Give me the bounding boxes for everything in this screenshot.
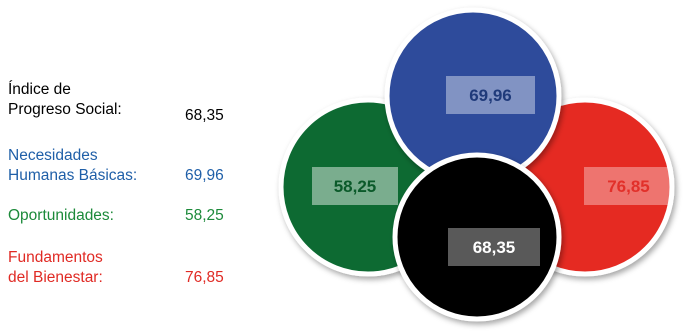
value-label: 76,85 [607, 177, 650, 196]
circle--ndice-de-progreso-social: 68,35 [392, 152, 562, 322]
legend-label-line: Necesidades [8, 147, 98, 164]
legend-label-line: Índice de [8, 81, 71, 98]
value-label: 68,35 [473, 238, 516, 257]
legend-label: Oportunidades: [8, 206, 114, 226]
legend-value: 68,35 [185, 107, 224, 124]
legend-value: 76,85 [185, 269, 224, 286]
legend-value: 69,96 [185, 167, 224, 184]
legend-value: 58,25 [185, 207, 224, 224]
value-box [312, 167, 398, 205]
legend-label: Necesidades Humanas Básicas: [8, 146, 137, 186]
legend-label-line: Oportunidades: [8, 207, 114, 224]
legend-label: Índice de Progreso Social: [8, 80, 122, 120]
value-box [446, 76, 535, 114]
value-box [448, 228, 540, 266]
value-label: 58,25 [334, 177, 377, 196]
legend-label-line: Progreso Social: [8, 101, 122, 118]
circle-shape [392, 152, 562, 322]
legend-label-line: Humanas Básicas: [8, 167, 138, 184]
legend-label-line: del Bienestar: [8, 269, 103, 286]
value-box [584, 167, 673, 205]
value-label: 69,96 [469, 86, 512, 105]
legend-label: Fundamentos del Bienestar: [8, 248, 103, 288]
legend-label-line: Fundamentos [8, 249, 103, 266]
